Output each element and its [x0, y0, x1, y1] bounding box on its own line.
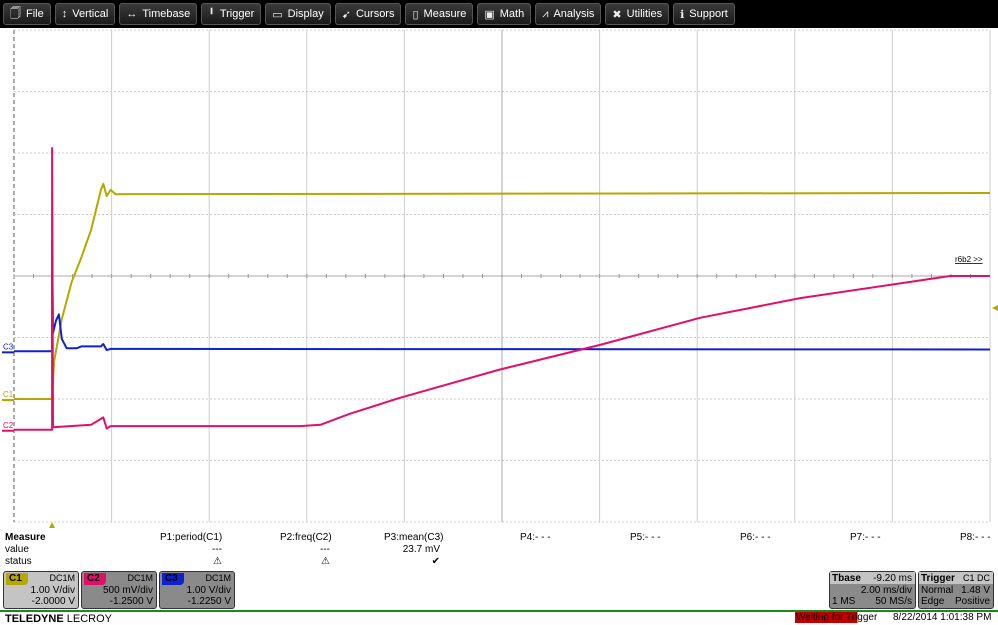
- channel-c1-box[interactable]: C1 DC1M 1.00 V/div -2.0000 V: [3, 571, 79, 609]
- menu-analysis-button[interactable]: ⩘ Analysis: [535, 3, 602, 25]
- menu-label: Vertical: [72, 8, 109, 20]
- calculator-icon: ▣: [484, 8, 495, 21]
- param-p8-name[interactable]: P8:- - -: [960, 532, 991, 543]
- menu-label: Math: [499, 8, 525, 20]
- menu-label: Display: [287, 8, 324, 20]
- measure-icon: ▯: [412, 8, 419, 21]
- menu-trigger-button[interactable]: ╹ Trigger: [201, 3, 262, 25]
- menu-file-button[interactable]: 🗍 File: [3, 3, 51, 25]
- cursor-icon: ➹: [341, 8, 351, 21]
- clipboard-icon: 🗍: [10, 7, 21, 20]
- param-p1-status: ⚠: [213, 556, 222, 567]
- trigger-flag-icon: ╹: [208, 8, 215, 21]
- waveform-display[interactable]: C1 C3 C2 r6b2 >>: [0, 28, 998, 528]
- c3-tag: C3: [162, 573, 184, 585]
- horizontal-arrows-icon: ↔: [126, 8, 138, 20]
- trigger-type: Edge: [921, 596, 945, 607]
- param-p5-name[interactable]: P5:- - -: [630, 532, 661, 543]
- menu-label: Cursors: [355, 8, 395, 20]
- tbase-samples: 1 MS: [832, 596, 856, 607]
- status-bar: TELEDYNE LECROY Waiting for Trigger 8/22…: [0, 610, 998, 625]
- trace-c1: [14, 182, 991, 400]
- channel-c3-box[interactable]: C3 DC1M 1.00 V/div -1.2250 V: [159, 571, 235, 609]
- trigger-position-marker: [49, 522, 56, 528]
- c1-offset: -2.0000 V: [31, 596, 75, 607]
- param-p2-status: ⚠: [321, 556, 330, 567]
- menu-cursors-button[interactable]: ➹ Cursors: [334, 3, 402, 25]
- param-p2-name[interactable]: P2:freq(C2): [280, 532, 332, 543]
- display-icon: ▭: [272, 8, 283, 21]
- c3-offset: -1.2250 V: [187, 596, 231, 607]
- c2-coupling: DC1M: [127, 573, 153, 583]
- param-p3-name[interactable]: P3:mean(C3): [384, 532, 444, 543]
- datetime: 8/22/2014 1:01:38 PM: [893, 612, 992, 623]
- menu-display-button[interactable]: ▭ Display: [265, 3, 331, 25]
- trigger-title: Trigger: [921, 573, 955, 584]
- param-p3-value: 23.7 mV: [402, 544, 440, 555]
- trigger-status: Waiting for Trigger: [795, 612, 879, 623]
- c1-coupling: DC1M: [49, 573, 75, 583]
- info-icon: ℹ: [680, 8, 685, 21]
- menu-bar: 🗍 File ↕ Vertical ↔ Timebase ╹ Trigger ▭ Display ➹…: [0, 0, 998, 28]
- chart-icon: ⩘: [542, 7, 549, 20]
- ground-label-c3: C3: [3, 342, 14, 351]
- menu-measure-button[interactable]: ▯ Measure: [405, 3, 474, 25]
- offscreen-marker-label: r6b2 >>: [955, 255, 983, 264]
- param-p6-name[interactable]: P6:- - -: [740, 532, 771, 543]
- c2-vdiv: 500 mV/div: [102, 585, 153, 596]
- tbase-rate: 50 MS/s: [875, 596, 912, 607]
- menu-label: Trigger: [219, 8, 255, 20]
- menu-label: Analysis: [553, 8, 595, 20]
- menu-label: Utilities: [626, 8, 663, 20]
- menu-timebase-button[interactable]: ↔ Timebase: [119, 3, 198, 25]
- brand-logo: TELEDYNE LECROY: [5, 613, 112, 625]
- tbase-title: Tbase: [832, 573, 861, 584]
- tools-icon: ✖: [612, 8, 622, 21]
- timebase-box[interactable]: Tbase -9.20 ms 2.00 ms/div 1 MS 50 MS/s: [829, 571, 916, 609]
- trigger-mode: Normal: [921, 585, 954, 596]
- channel-c2-box[interactable]: C2 DC1M 500 mV/div -1.2500 V: [81, 571, 157, 609]
- trigger-box[interactable]: Trigger C1 DC Normal 1.48 V Edge Positiv…: [918, 571, 994, 609]
- ground-label-c2: C2: [3, 421, 14, 430]
- menu-label: Support: [689, 8, 728, 20]
- measure-table: Measure value status P1:period(C1) --- ⚠ P2…: [0, 530, 998, 570]
- measure-title: Measure: [5, 532, 46, 543]
- menu-utilities-button[interactable]: ✖ Utilities: [605, 3, 670, 25]
- param-p1-name[interactable]: P1:period(C1): [160, 532, 223, 543]
- param-p7-name[interactable]: P7:- - -: [850, 532, 881, 543]
- trigger-source: C1 DC: [962, 573, 990, 583]
- value-row-label: value: [5, 544, 29, 555]
- c1-tag: C1: [6, 573, 28, 585]
- vertical-arrows-icon: ↕: [61, 8, 68, 20]
- param-p3-status: ✔: [431, 556, 440, 567]
- menu-label: Measure: [423, 8, 467, 20]
- menu-math-button[interactable]: ▣ Math: [477, 3, 532, 25]
- menu-support-button[interactable]: ℹ Support: [673, 3, 735, 25]
- trigger-level: 1.48 V: [961, 585, 990, 596]
- c3-vdiv: 1.00 V/div: [186, 585, 231, 596]
- status-row-label: status: [5, 556, 32, 567]
- trigger-level-marker: [992, 304, 998, 311]
- ground-label-c1: C1: [3, 390, 14, 399]
- trigger-slope: Positive: [954, 596, 990, 607]
- menu-label: Timebase: [142, 8, 191, 20]
- trace-c2: [14, 147, 990, 431]
- c3-coupling: DC1M: [205, 573, 231, 583]
- tbase-delay: -9.20 ms: [873, 573, 912, 584]
- menu-vertical-button[interactable]: ↕ Vertical: [54, 3, 116, 25]
- c1-vdiv: 1.00 V/div: [30, 585, 75, 596]
- c2-offset: -1.2500 V: [109, 596, 153, 607]
- param-p2-value: ---: [320, 544, 330, 555]
- menu-label: File: [26, 8, 44, 20]
- param-p1-value: ---: [212, 544, 222, 555]
- c2-tag: C2: [84, 573, 106, 585]
- tbase-tdiv: 2.00 ms/div: [860, 585, 912, 596]
- param-p4-name[interactable]: P4:- - -: [520, 532, 551, 543]
